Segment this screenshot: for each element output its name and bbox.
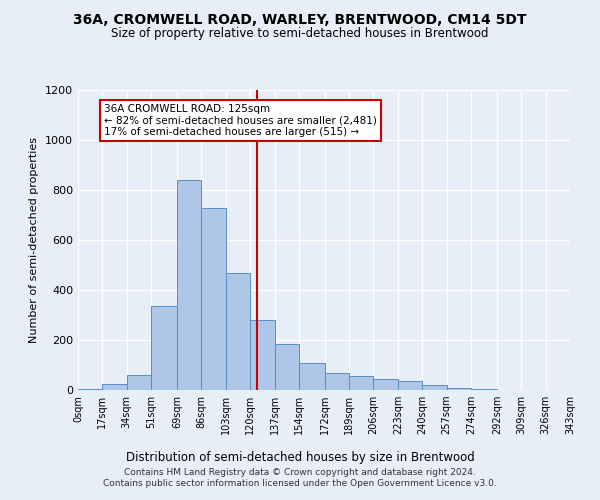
Bar (446, 388, 471, 390)
Bar (202, 208, 226, 390)
Bar (373, 379, 398, 390)
Bar (422, 385, 446, 390)
Text: 36A, CROMWELL ROAD, WARLEY, BRENTWOOD, CM14 5DT: 36A, CROMWELL ROAD, WARLEY, BRENTWOOD, C… (73, 12, 527, 26)
Bar (275, 344, 299, 390)
Text: Contains HM Land Registry data © Crown copyright and database right 2024.
Contai: Contains HM Land Registry data © Crown c… (103, 468, 497, 487)
Bar (103, 384, 127, 390)
Bar (177, 180, 202, 390)
Text: Distribution of semi-detached houses by size in Brentwood: Distribution of semi-detached houses by … (125, 451, 475, 464)
Bar (325, 372, 349, 390)
Bar (471, 389, 497, 390)
Bar (127, 375, 151, 390)
Bar (250, 320, 275, 390)
Bar (398, 381, 422, 390)
Y-axis label: Number of semi-detached properties: Number of semi-detached properties (29, 137, 40, 343)
Bar (226, 272, 250, 390)
Bar (78, 389, 103, 390)
Bar (349, 376, 373, 390)
Text: 36A CROMWELL ROAD: 125sqm
← 82% of semi-detached houses are smaller (2,481)
17% : 36A CROMWELL ROAD: 125sqm ← 82% of semi-… (104, 104, 377, 137)
Text: Size of property relative to semi-detached houses in Brentwood: Size of property relative to semi-detach… (111, 28, 489, 40)
Bar (151, 306, 177, 390)
Bar (299, 362, 325, 390)
